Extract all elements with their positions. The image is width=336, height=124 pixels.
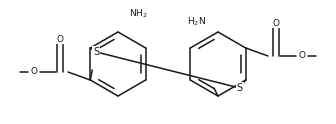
Text: H$_2$N: H$_2$N (186, 16, 206, 28)
Text: NH$_2$: NH$_2$ (129, 8, 147, 20)
Text: O: O (31, 67, 38, 77)
Text: S: S (237, 83, 243, 93)
Text: O: O (272, 18, 280, 28)
Text: S: S (93, 47, 99, 57)
Text: O: O (298, 51, 305, 61)
Text: O: O (56, 34, 64, 44)
